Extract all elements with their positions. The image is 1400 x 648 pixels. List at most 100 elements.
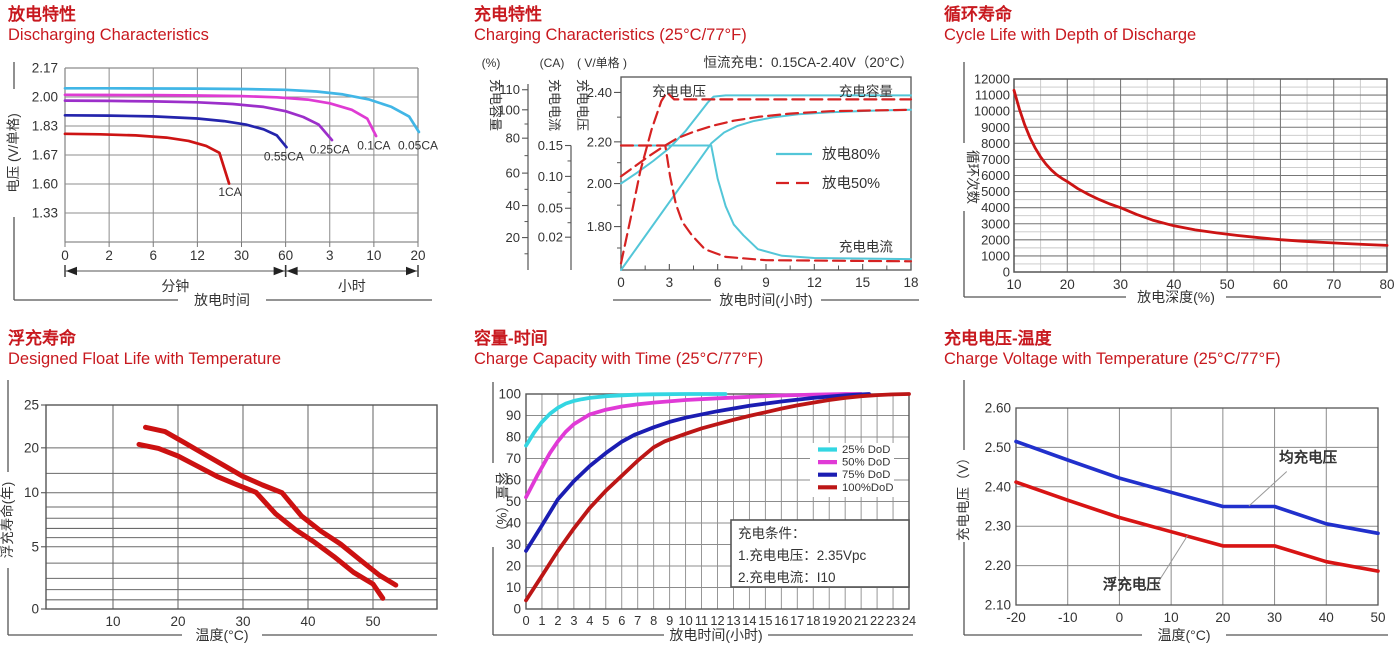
svg-text:17: 17 xyxy=(790,613,804,628)
svg-text:0.05: 0.05 xyxy=(538,201,563,216)
svg-text:10: 10 xyxy=(366,248,381,263)
svg-text:30: 30 xyxy=(235,614,250,629)
svg-text:3000: 3000 xyxy=(981,216,1010,231)
svg-text:5: 5 xyxy=(602,613,609,628)
svg-text:3: 3 xyxy=(666,275,674,290)
float-life-title-zh: 浮充寿命 xyxy=(8,329,76,348)
svg-text:温度(°C): 温度(°C) xyxy=(1157,627,1210,643)
svg-text:恒流充电：0.15CA-2.40V（20°C）: 恒流充电：0.15CA-2.40V（20°C） xyxy=(704,55,913,70)
svg-text:70: 70 xyxy=(1326,277,1341,292)
charge-voltage-title-zh: 充电电压-温度 xyxy=(944,329,1052,348)
svg-text:2000: 2000 xyxy=(981,232,1010,247)
svg-text:18: 18 xyxy=(806,613,820,628)
svg-text:1.60: 1.60 xyxy=(32,177,58,192)
svg-text:充电电压: 充电电压 xyxy=(652,84,706,99)
svg-text:12: 12 xyxy=(807,275,822,290)
svg-text:6000: 6000 xyxy=(981,168,1010,183)
svg-text:2: 2 xyxy=(105,248,113,263)
svg-text:2.50: 2.50 xyxy=(985,440,1011,455)
svg-text:25% DoD: 25% DoD xyxy=(842,444,890,456)
capacity-time-title-block: 容量-时间 Charge Capacity with Time (25°C/77… xyxy=(474,328,763,370)
float-life-title-en: Designed Float Life with Temperature xyxy=(8,350,282,369)
svg-text:9: 9 xyxy=(666,613,673,628)
svg-text:0.25CA: 0.25CA xyxy=(310,143,350,157)
chart-cycle-life: 12000 11000 10000 9000 8000 7000 6000 5000 4000 3… xyxy=(936,0,1400,324)
svg-text:1.83: 1.83 xyxy=(32,119,58,134)
svg-text:0.15: 0.15 xyxy=(538,138,563,153)
svg-text:10: 10 xyxy=(24,485,39,500)
float-life-title-block: 浮充寿命 Designed Float Life with Temperatur… xyxy=(8,328,281,370)
svg-text:90: 90 xyxy=(506,408,521,423)
svg-text:40: 40 xyxy=(300,614,315,629)
svg-text:2.60: 2.60 xyxy=(985,401,1011,416)
svg-text:充电电流: 充电电流 xyxy=(839,240,893,255)
cycle-life-plot: 1200011000100009000800070006000500040003… xyxy=(963,62,1395,305)
svg-text:充电容量: 充电容量 xyxy=(839,83,893,99)
svg-text:20: 20 xyxy=(170,614,185,629)
svg-text:23: 23 xyxy=(886,613,900,628)
svg-text:60: 60 xyxy=(1273,277,1288,292)
svg-text:3: 3 xyxy=(570,613,577,628)
svg-text:(%): (%) xyxy=(482,56,501,70)
svg-text:20: 20 xyxy=(1215,610,1230,625)
svg-text:100%DoD: 100%DoD xyxy=(842,482,894,494)
svg-text:1: 1 xyxy=(538,613,545,628)
svg-text:放电50%: 放电50% xyxy=(822,175,880,192)
svg-text:放电时间(小时): 放电时间(小时) xyxy=(719,292,812,308)
charge-voltage-title-block: 充电电压-温度 Charge Voltage with Temperature … xyxy=(944,328,1281,370)
svg-text:4000: 4000 xyxy=(981,200,1010,215)
svg-text:30: 30 xyxy=(1113,277,1128,292)
svg-text:14: 14 xyxy=(742,613,756,628)
svg-text:10: 10 xyxy=(678,613,692,628)
svg-text:15: 15 xyxy=(758,613,772,628)
svg-text:充电容量: 充电容量 xyxy=(488,79,503,131)
svg-text:18: 18 xyxy=(903,275,918,290)
svg-text:20: 20 xyxy=(410,248,425,263)
discharging-title-zh: 放电特性 xyxy=(8,5,76,24)
chart-float-life: 25 20 10 5 0 10 20 30 40 50 浮充寿命(年) 温度(°C) 浮充寿命 Des… xyxy=(0,324,466,648)
svg-text:20: 20 xyxy=(1060,277,1075,292)
svg-text:放电时间: 放电时间 xyxy=(194,292,250,308)
svg-text:( V/单格 ): ( V/单格 ) xyxy=(577,55,627,70)
svg-text:小时: 小时 xyxy=(338,278,366,294)
svg-text:10: 10 xyxy=(506,580,521,595)
svg-text:2.充电电流：I10: 2.充电电流：I10 xyxy=(738,570,836,585)
svg-text:6: 6 xyxy=(149,248,157,263)
svg-text:2.00: 2.00 xyxy=(32,90,58,105)
svg-text:50: 50 xyxy=(365,614,380,629)
svg-text:8000: 8000 xyxy=(981,136,1010,151)
charge-voltage-title-en: Charge Voltage with Temperature (25°C/77… xyxy=(944,350,1281,369)
svg-text:12: 12 xyxy=(710,613,724,628)
discharging-plot: 0 2 6 12 30 60 3 10 20 2.17 2.00 1.83 1.67 1.60 1.33 0.… xyxy=(6,61,438,309)
svg-text:0: 0 xyxy=(1116,610,1124,625)
svg-text:循环次数: 循环次数 xyxy=(965,150,980,204)
cycle-life-title-zh: 循环寿命 xyxy=(944,5,1012,24)
svg-text:放电深度(%): 放电深度(%) xyxy=(1137,289,1215,305)
svg-text:2.20: 2.20 xyxy=(985,558,1011,573)
svg-text:50: 50 xyxy=(1370,610,1385,625)
svg-text:0: 0 xyxy=(1003,265,1010,280)
svg-text:0.55CA: 0.55CA xyxy=(264,149,304,163)
svg-text:0.10: 0.10 xyxy=(538,169,563,184)
svg-text:15: 15 xyxy=(855,275,870,290)
svg-text:80: 80 xyxy=(1379,277,1394,292)
svg-text:1.充电电压：2.35Vpc: 1.充电电压：2.35Vpc xyxy=(738,548,867,563)
svg-text:70: 70 xyxy=(506,451,521,466)
charging-title-en: Charging Characteristics (25°C/77°F) xyxy=(474,26,747,45)
svg-text:0: 0 xyxy=(522,613,529,628)
svg-text:10: 10 xyxy=(1006,277,1021,292)
svg-text:30: 30 xyxy=(1267,610,1282,625)
svg-text:2.20: 2.20 xyxy=(587,134,612,149)
svg-text:容量（%）: 容量（%） xyxy=(494,472,510,538)
svg-text:10: 10 xyxy=(1164,610,1179,625)
svg-text:100: 100 xyxy=(498,387,521,402)
svg-text:12: 12 xyxy=(190,248,205,263)
svg-text:8: 8 xyxy=(650,613,657,628)
svg-text:1CA: 1CA xyxy=(218,185,241,199)
discharging-title-en: Discharging Characteristics xyxy=(8,26,209,45)
svg-text:30: 30 xyxy=(234,248,249,263)
svg-text:10: 10 xyxy=(105,614,120,629)
svg-text:2.17: 2.17 xyxy=(32,61,58,76)
svg-text:20: 20 xyxy=(24,440,39,455)
svg-text:0: 0 xyxy=(513,602,521,617)
